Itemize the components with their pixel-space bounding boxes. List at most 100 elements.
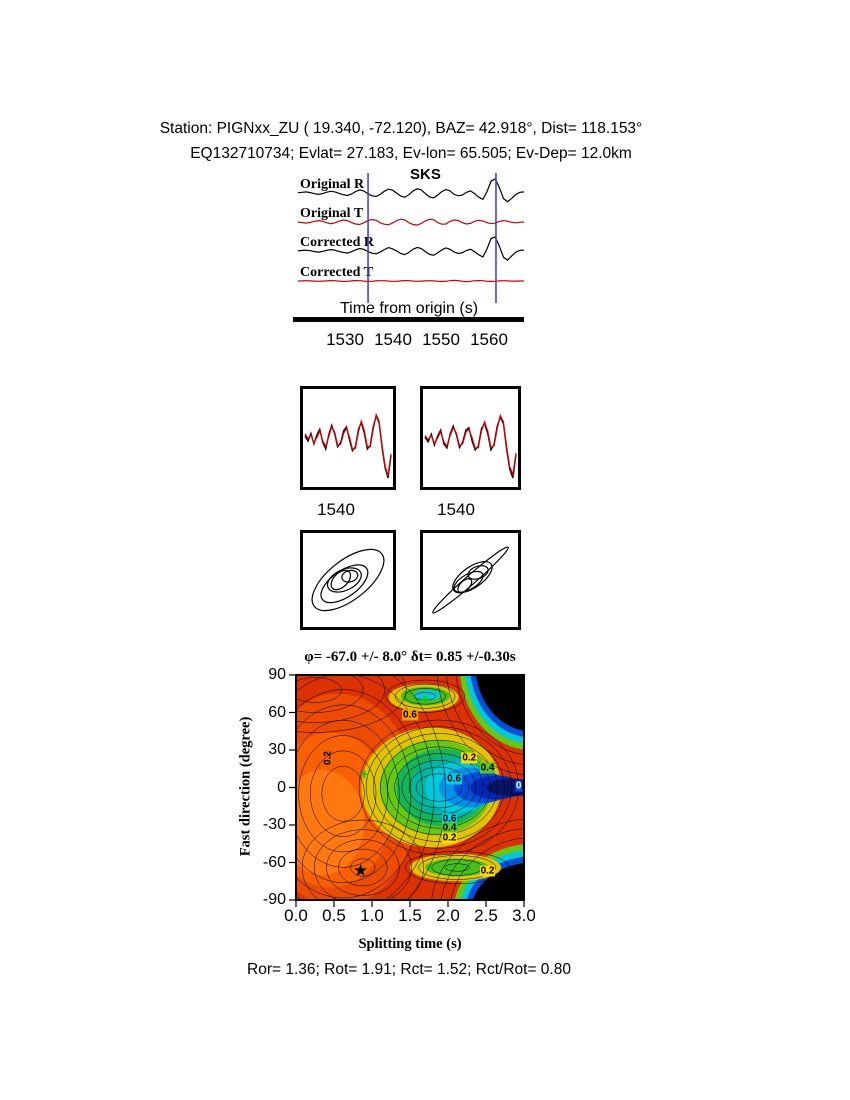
hodogram-loop bbox=[432, 546, 509, 614]
contour-line bbox=[395, 683, 456, 709]
contour-line bbox=[418, 855, 496, 880]
time-tick-label: 1540 bbox=[374, 330, 412, 349]
contour-line bbox=[350, 858, 376, 877]
secondary-minimum-cross-marker: + bbox=[360, 766, 369, 784]
waveform-trace-2 bbox=[297, 236, 525, 261]
surface-level-region bbox=[425, 858, 490, 877]
x-tick-label: 1.5 bbox=[398, 906, 422, 925]
contour-line bbox=[387, 746, 491, 829]
x-tick-label: 2.5 bbox=[474, 906, 498, 925]
splitting-result-title: φ= -67.0 +/- 8.0° δt= 0.85 +/-0.30s bbox=[304, 649, 516, 665]
x-tick-label: 0.0 bbox=[284, 906, 308, 925]
window-waveform-panel-left bbox=[300, 386, 396, 490]
phase-label-sks: SKS bbox=[410, 166, 441, 183]
surface-level-region bbox=[296, 770, 365, 875]
contour-line bbox=[296, 719, 400, 868]
contour-line bbox=[394, 753, 484, 822]
time-axis-title: Time from origin (s) bbox=[339, 300, 479, 317]
contour-line bbox=[301, 819, 424, 900]
waveform-trace-1 bbox=[297, 218, 525, 226]
contour-line bbox=[296, 689, 423, 899]
hodogram-loop bbox=[326, 567, 362, 593]
x-tick-label: 2.0 bbox=[436, 906, 460, 925]
contour-line bbox=[296, 675, 435, 900]
secondary-minimum-cross-marker: + bbox=[420, 691, 430, 709]
trace-label-corrected-t: Corrected T bbox=[300, 265, 373, 280]
hodogram-loop bbox=[452, 560, 493, 594]
window-panel-tick-label: 1540 bbox=[437, 500, 475, 519]
hodogram-loop bbox=[467, 565, 489, 580]
y-tick-label: -30 bbox=[262, 816, 286, 833]
contour-line bbox=[296, 677, 342, 703]
contour-level-label: 0.6 bbox=[446, 773, 463, 785]
contour-line bbox=[296, 704, 412, 883]
x-tick-label: 1.0 bbox=[360, 906, 384, 925]
surface-level-region bbox=[476, 675, 524, 731]
trace-label-corrected-r: Corrected R bbox=[300, 235, 374, 250]
x-axis-title: Splitting time (s) bbox=[358, 936, 462, 952]
contour-line bbox=[380, 739, 498, 836]
particle-motion-panel-left bbox=[300, 530, 396, 630]
waveform-traces-plot bbox=[297, 173, 525, 303]
contour-annotations-overlay: 0.6 0.2 0.2 0.4 0.6 0.6 0.4 0.2 0.2 0 + + ★ bbox=[296, 675, 524, 900]
contour-line bbox=[296, 675, 364, 713]
time-tick-label: 1560 bbox=[470, 330, 508, 349]
station-info-line: Station: PIGNxx_ZU ( 19.340, -72.120), B… bbox=[159, 120, 643, 137]
time-tick-label: 1530 bbox=[326, 330, 364, 349]
hodogram-loop bbox=[453, 570, 484, 593]
contour-line bbox=[309, 750, 377, 837]
y-tick-label: 60 bbox=[268, 703, 286, 721]
x-tick-label: 3.0 bbox=[512, 906, 536, 925]
contour-level-label: 0.6 bbox=[402, 709, 418, 721]
y-tick-label: 30 bbox=[268, 741, 286, 758]
contour-line bbox=[296, 675, 407, 733]
window-trace-0 bbox=[424, 415, 517, 479]
contour-line bbox=[408, 766, 470, 809]
contour-level-label: 0.4 bbox=[441, 822, 458, 833]
contour-line bbox=[404, 688, 446, 705]
window-waveform-panel-right bbox=[420, 386, 521, 490]
best-solution-star-marker: ★ bbox=[352, 861, 369, 881]
trace-label-original-t: Original T bbox=[300, 206, 364, 221]
contour-line bbox=[365, 726, 512, 849]
time-tick-label: 1550 bbox=[422, 330, 460, 349]
particle-motion-panel-right bbox=[420, 530, 521, 630]
window-trace-0 bbox=[304, 414, 392, 479]
hodogram-loop bbox=[457, 578, 473, 594]
contour-level-label: 0.2 bbox=[479, 865, 496, 877]
contour-line bbox=[391, 675, 446, 900]
contour-line bbox=[338, 848, 388, 887]
surface-level-region bbox=[413, 690, 442, 700]
contour-line bbox=[321, 766, 365, 822]
contour-level-label: 0.2 bbox=[322, 750, 334, 765]
contour-line bbox=[414, 692, 437, 701]
y-tick-label: -90 bbox=[262, 891, 286, 908]
contour-level-label: 0.6 bbox=[441, 813, 458, 825]
contour-line bbox=[298, 735, 388, 853]
contour-line bbox=[296, 675, 385, 723]
contour-level-label: 0.2 bbox=[441, 832, 458, 843]
hodogram-loop bbox=[341, 569, 359, 583]
contour-level-label: 0.4 bbox=[479, 762, 496, 773]
window-trace-1 bbox=[304, 412, 392, 477]
hodogram-loop bbox=[330, 569, 352, 591]
hodogram-loop bbox=[311, 548, 385, 612]
hodogram-loop bbox=[320, 564, 369, 604]
contour-line bbox=[314, 829, 412, 900]
contour-line bbox=[405, 851, 510, 884]
quality-metrics-line: Ror= 1.36; Rot= 1.91; Rct= 1.52; Rct/Rot… bbox=[247, 961, 571, 978]
y-tick-label: 0 bbox=[277, 778, 286, 796]
error-surface-frame bbox=[289, 674, 525, 907]
contour-line bbox=[385, 679, 465, 713]
contour-line bbox=[326, 839, 400, 896]
time-axis-bar bbox=[293, 317, 524, 322]
waveform-trace-3 bbox=[297, 279, 524, 283]
contour-line bbox=[415, 773, 462, 802]
trace-label-original-r: Original R bbox=[300, 177, 365, 192]
contour-line bbox=[373, 733, 505, 842]
contour-line bbox=[401, 760, 477, 815]
contour-level-label: 0.2 bbox=[461, 752, 478, 763]
x-tick-label: 0.5 bbox=[322, 906, 346, 925]
waveform-trace-0 bbox=[297, 178, 525, 203]
